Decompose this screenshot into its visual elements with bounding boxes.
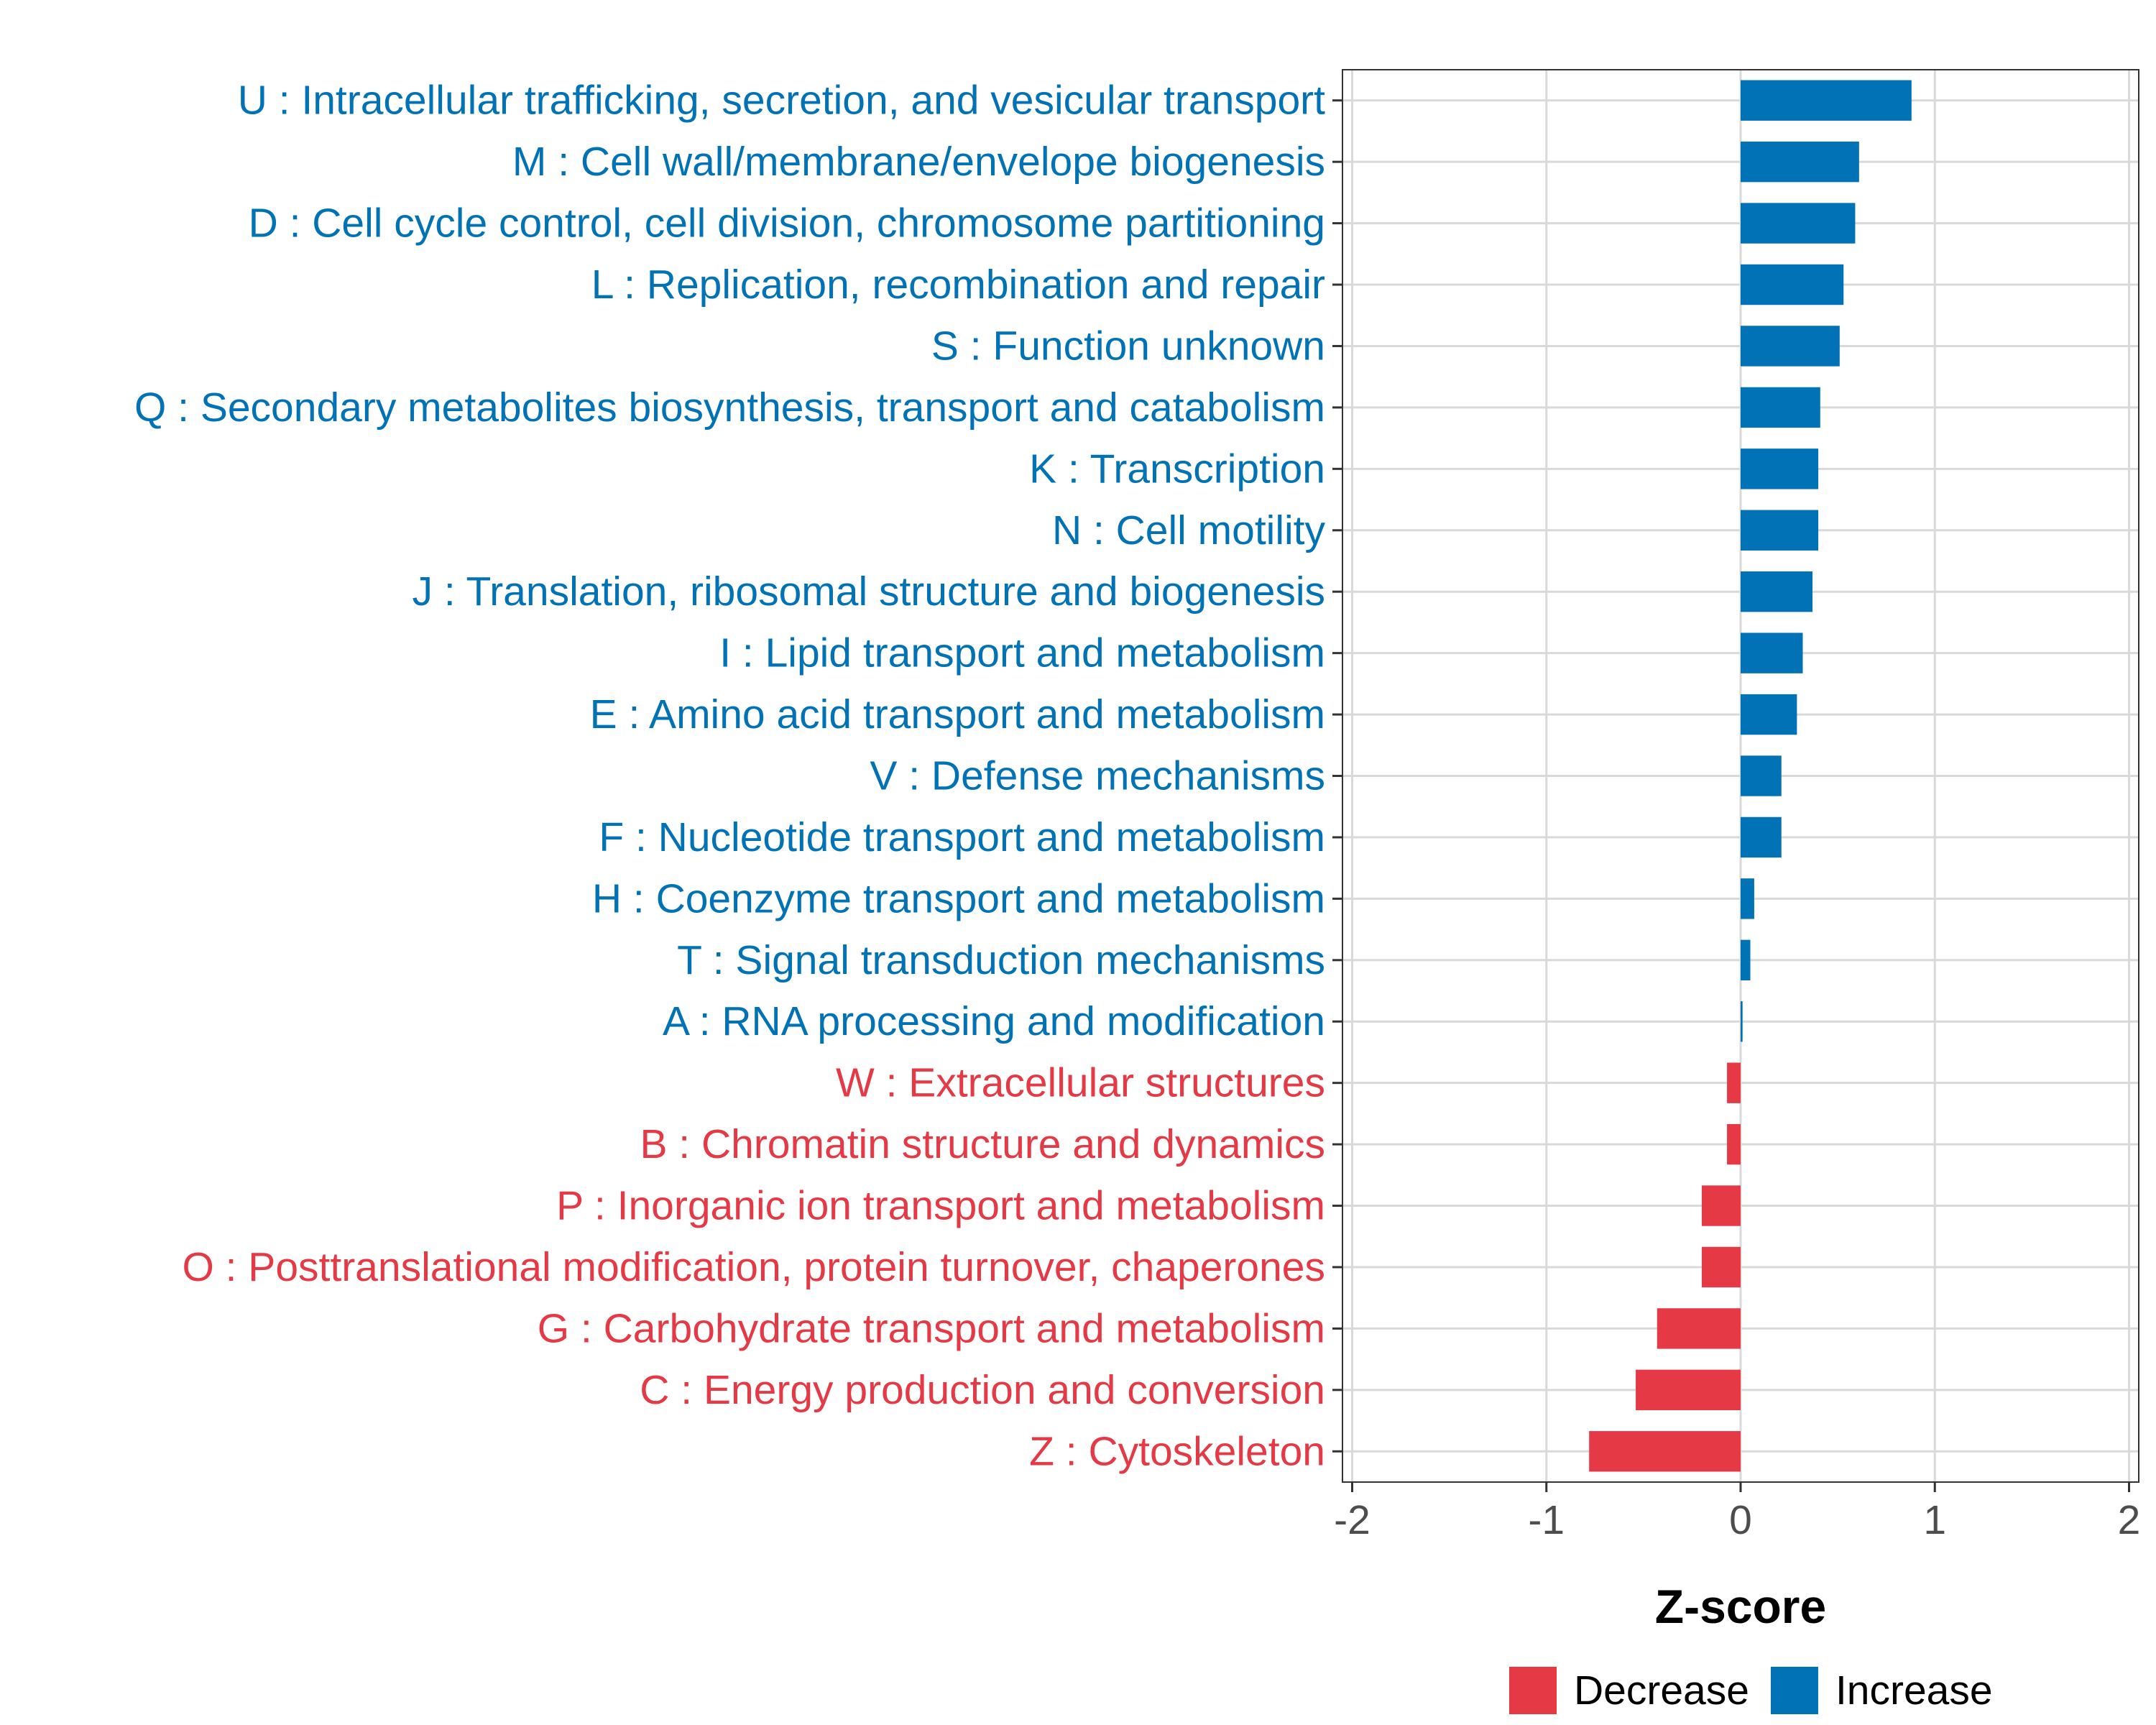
legend-label: Increase (1835, 1668, 1993, 1714)
y-tick-label: K : Transcription (1029, 446, 1325, 492)
y-tick-label: S : Function unknown (931, 323, 1325, 369)
y-tick-label: N : Cell motility (1052, 507, 1326, 553)
y-tick-label: U : Intracellular trafficking, secretion… (238, 78, 1325, 124)
y-tick-label: B : Chromatin structure and dynamics (640, 1121, 1325, 1167)
bar (1741, 80, 1912, 121)
bar (1701, 1185, 1741, 1226)
legend-swatch (1509, 1667, 1557, 1714)
bar (1741, 326, 1840, 367)
y-tick-label: W : Extracellular structures (836, 1060, 1325, 1106)
bar (1741, 755, 1782, 796)
y-tick-label: G : Carbohydrate transport and metabolis… (538, 1305, 1325, 1351)
x-tick-label: 2 (2118, 1497, 2141, 1543)
bar (1701, 1246, 1741, 1288)
legend: Decrease Increase (1509, 1667, 1993, 1714)
x-axis-title: Z-score (1655, 1580, 1826, 1633)
y-tick-label: A : RNA processing and modification (663, 998, 1325, 1044)
bar (1741, 141, 1859, 183)
bar (1741, 264, 1844, 305)
bar (1636, 1369, 1741, 1411)
y-tick-label: J : Translation, ribosomal structure and… (413, 569, 1325, 615)
bar (1727, 1123, 1741, 1165)
legend-label: Decrease (1574, 1668, 1749, 1714)
y-tick-label: V : Defense mechanisms (870, 753, 1325, 799)
y-tick-label: T : Signal transduction mechanisms (677, 937, 1325, 983)
x-axis-tick-labels: -2 -1 0 1 2 (1334, 1497, 2140, 1543)
bar (1741, 387, 1820, 428)
y-tick-label: P : Inorganic ion transport and metaboli… (556, 1183, 1325, 1229)
bar (1741, 1001, 1743, 1042)
legend-swatch (1770, 1667, 1818, 1714)
y-tick-label: O : Posttranslational modification, prot… (182, 1244, 1325, 1290)
x-tick-label: 1 (1923, 1497, 1946, 1543)
bar (1741, 939, 1751, 980)
bar (1741, 203, 1856, 244)
bar (1741, 694, 1797, 735)
x-tick-label: -2 (1334, 1497, 1370, 1543)
y-tick-label: H : Coenzyme transport and metabolism (592, 875, 1325, 921)
bar (1741, 878, 1754, 919)
bar (1741, 571, 1812, 612)
x-axis-ticks (1351, 1482, 2130, 1492)
y-tick-label: C : Energy production and conversion (640, 1367, 1325, 1413)
bars (1589, 80, 1912, 1472)
y-tick-label: Z : Cytoskeleton (1029, 1428, 1325, 1474)
y-tick-label: I : Lipid transport and metabolism (719, 630, 1325, 676)
y-tick-label: M : Cell wall/membrane/envelope biogenes… (512, 139, 1325, 185)
bar (1657, 1308, 1741, 1349)
y-tick-label: L : Replication, recombination and repai… (591, 262, 1325, 308)
bar (1727, 1062, 1741, 1103)
bar (1741, 816, 1782, 858)
y-axis-tick-labels: U : Intracellular trafficking, secretion… (134, 78, 1326, 1475)
bar (1741, 448, 1819, 489)
bar (1589, 1431, 1741, 1472)
x-tick-label: 0 (1729, 1497, 1752, 1543)
bar (1741, 632, 1803, 673)
x-tick-label: -1 (1528, 1497, 1565, 1543)
y-tick-label: Q : Secondary metabolites biosynthesis, … (134, 385, 1325, 431)
bar (1741, 510, 1819, 551)
y-axis-ticks (1332, 99, 1342, 1453)
y-tick-label: E : Amino acid transport and metabolism (590, 691, 1325, 737)
y-tick-label: F : Nucleotide transport and metabolism (599, 814, 1325, 860)
y-tick-label: D : Cell cycle control, cell division, c… (249, 201, 1325, 247)
